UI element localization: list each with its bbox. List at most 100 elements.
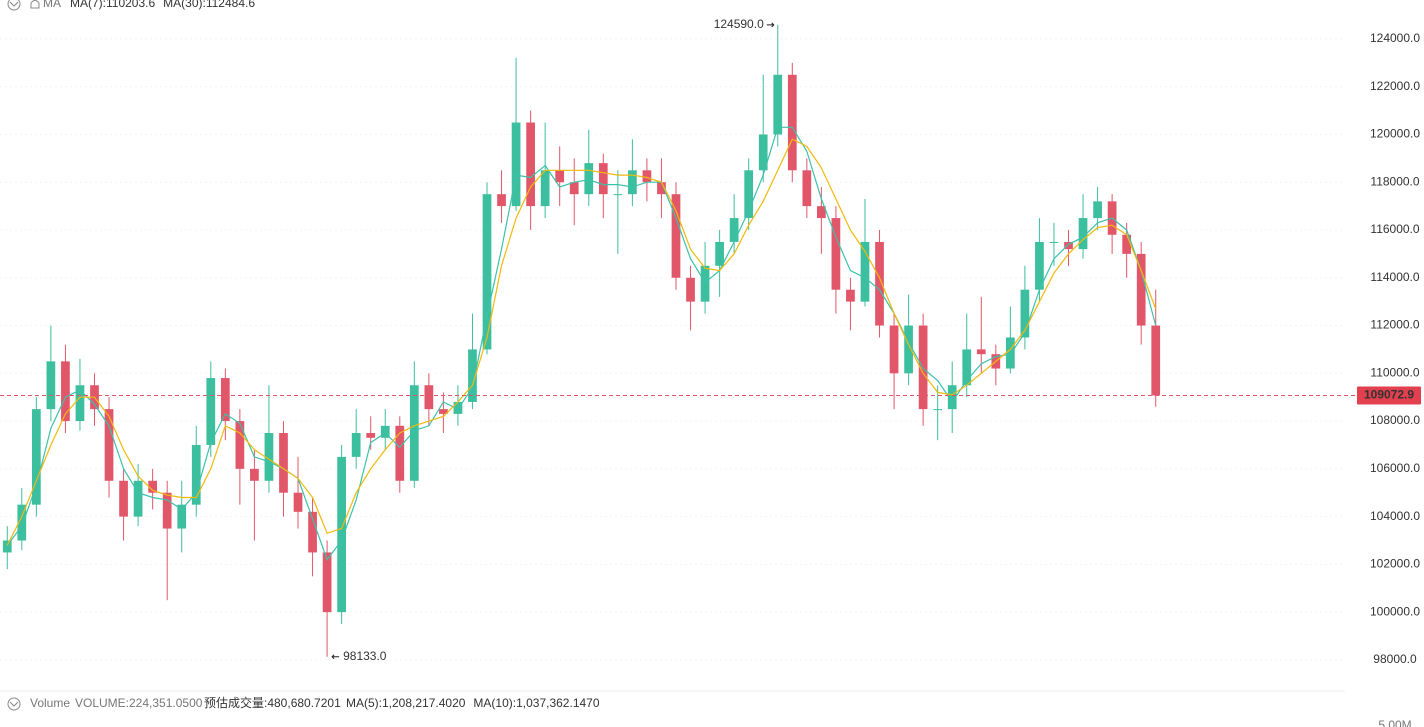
current-price-label: 109072.9	[1364, 388, 1414, 402]
candle-body	[264, 433, 274, 481]
candle-body	[191, 444, 201, 505]
y-tick-label: 102000.0	[1370, 557, 1420, 571]
y-tick-label: 116000.0	[1370, 222, 1419, 236]
candle-body	[715, 241, 724, 266]
candle-body	[46, 361, 56, 410]
candle-body	[17, 504, 27, 541]
candle-body	[846, 289, 855, 302]
candle-body	[569, 182, 579, 195]
candle-body	[75, 385, 85, 422]
candle-body	[293, 492, 303, 512]
y-tick-label: 124000.0	[1370, 31, 1420, 45]
candle-body	[482, 194, 492, 350]
y-tick-label: 100000.0	[1370, 604, 1420, 618]
y-tick-label: 112000.0	[1370, 318, 1419, 332]
candle-body	[61, 361, 70, 422]
candle-body	[162, 492, 172, 529]
volume-legend: MA(5):1,208,217.4020 MA(10):1,037,362.147…	[346, 696, 600, 710]
candle-body	[802, 170, 812, 207]
candle-body	[439, 409, 448, 414]
candle-body	[817, 206, 826, 219]
y-tick-label: 114000.0	[1370, 270, 1419, 284]
candle-body	[279, 433, 288, 493]
candle-body	[758, 134, 768, 171]
candle-body	[584, 163, 594, 195]
candle-body	[468, 349, 477, 402]
candle-body	[1035, 241, 1044, 290]
candle-body	[133, 480, 143, 517]
candle-body	[540, 170, 550, 207]
candle-body	[337, 456, 346, 613]
volume-ma-legend-entry: MA(5):1,208,217.4020	[346, 696, 466, 710]
ma-line	[6, 126, 1157, 561]
candle-body	[642, 170, 652, 183]
candle-body	[409, 385, 419, 481]
candle-body	[511, 122, 521, 207]
candle-body	[497, 194, 506, 207]
candle-body	[1020, 289, 1030, 338]
ma-line	[6, 138, 1157, 546]
bell-icon[interactable]	[30, 0, 40, 9]
candle-body	[206, 378, 216, 445]
candle-body	[351, 433, 361, 457]
candle-body	[947, 385, 957, 410]
candle-body	[875, 241, 884, 326]
candle-body	[148, 480, 158, 493]
volume-title: Volume	[30, 696, 70, 710]
candle-body	[860, 241, 870, 302]
candle-body	[700, 265, 710, 302]
candle-body	[1064, 241, 1073, 250]
indicator-label: MA	[43, 0, 61, 10]
candle-body	[773, 74, 783, 135]
candle-body	[395, 425, 405, 481]
candle-body	[889, 325, 899, 374]
candle-body	[962, 349, 972, 386]
ma-legend: MA(7):110203.6 MA(30):112484.6	[70, 0, 255, 10]
candle-body	[1049, 241, 1059, 243]
y-tick-label: 98000.0	[1373, 652, 1417, 666]
candle-body	[177, 504, 187, 529]
candle-body	[744, 170, 754, 219]
candle-body	[598, 163, 608, 195]
y-tick-label: 118000.0	[1370, 174, 1419, 188]
current-price-tag	[1357, 386, 1421, 405]
candle-body	[831, 218, 841, 290]
candle-body	[308, 511, 317, 553]
candle-body	[628, 170, 637, 195]
volume-label: VOLUME:224,351.0500	[75, 696, 203, 710]
estimate-label: 预估成交量:480,680.7201	[204, 695, 341, 710]
candle-body	[250, 468, 259, 481]
candle-body	[904, 325, 913, 374]
candle-body	[976, 349, 986, 355]
candle-body	[671, 194, 681, 278]
y-tick-label: 104000.0	[1370, 509, 1420, 523]
candle-body	[933, 409, 943, 411]
candle-body	[729, 218, 739, 242]
min-annotation: 98133.0	[343, 649, 387, 663]
y-tick-label: 120000.0	[1370, 127, 1420, 141]
candle-body	[686, 277, 695, 302]
collapse-icon[interactable]	[7, 0, 21, 11]
candle-body	[1093, 201, 1102, 219]
y-tick-label: 122000.0	[1370, 79, 1420, 93]
candle-body	[31, 409, 41, 505]
candle-body	[1136, 253, 1146, 326]
y-tick-label: 108000.0	[1370, 413, 1420, 427]
max-annotation: 124590.0	[714, 17, 764, 31]
candle-body	[119, 480, 128, 517]
collapse-icon[interactable]	[7, 697, 21, 711]
candle-body	[322, 552, 332, 613]
candle-body	[424, 385, 434, 410]
arrow	[331, 654, 340, 660]
candle-body	[453, 401, 463, 414]
y-tick-label: 106000.0	[1370, 461, 1420, 475]
candle-body	[220, 378, 230, 422]
candle-body	[1005, 337, 1015, 369]
candle-body	[787, 74, 797, 171]
ma-legend-entry: MA(7):110203.6	[70, 0, 155, 10]
ma-legend-entry: MA(30):112484.6	[163, 0, 255, 10]
candle-body	[613, 194, 623, 196]
candle-body	[526, 122, 535, 207]
arrow	[766, 22, 775, 28]
